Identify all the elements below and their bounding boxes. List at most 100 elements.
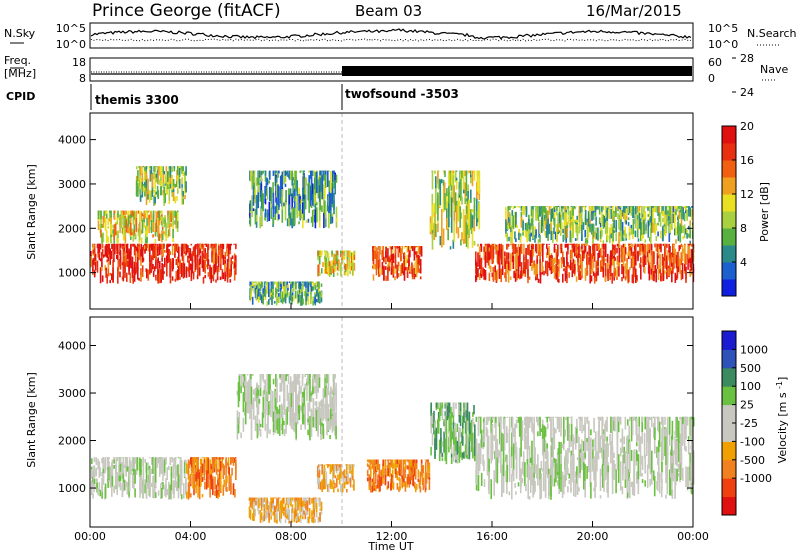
power-cell bbox=[149, 262, 151, 275]
power-cell bbox=[613, 275, 615, 281]
power-cell bbox=[514, 211, 516, 227]
power-cell bbox=[435, 188, 437, 214]
velocity-cell bbox=[437, 402, 439, 409]
power-cell bbox=[664, 206, 667, 215]
power-cell bbox=[477, 252, 479, 267]
power-cell bbox=[274, 214, 277, 220]
velocity-cell bbox=[277, 414, 279, 419]
velocity-cell bbox=[299, 518, 302, 523]
velocity-cell bbox=[349, 466, 351, 474]
power-cell bbox=[484, 251, 487, 268]
velocity-cell bbox=[417, 478, 420, 482]
power-cell bbox=[534, 206, 536, 208]
y-tick-label: 4000 bbox=[58, 134, 86, 147]
velocity-cell bbox=[290, 381, 293, 389]
power-cell bbox=[281, 171, 284, 192]
velocity-cell bbox=[107, 458, 109, 467]
power-cell bbox=[578, 222, 581, 230]
power-cell bbox=[97, 218, 100, 231]
velocity-cell bbox=[414, 464, 416, 477]
power-cell bbox=[261, 171, 263, 176]
power-cell bbox=[138, 246, 140, 260]
power-cell bbox=[284, 170, 287, 183]
velocity-cell bbox=[287, 503, 290, 511]
power-cell bbox=[441, 241, 443, 248]
velocity-cell bbox=[268, 374, 270, 381]
power-cell bbox=[586, 218, 589, 224]
velocity-cell bbox=[443, 419, 445, 423]
power-cell bbox=[333, 192, 335, 215]
velocity-cell bbox=[206, 470, 208, 485]
power-cell bbox=[569, 259, 572, 271]
power-cell bbox=[671, 270, 673, 282]
power-cell bbox=[597, 258, 599, 267]
power-cell bbox=[437, 180, 440, 190]
power-cell bbox=[173, 166, 176, 172]
power-cell bbox=[139, 168, 141, 186]
power-cell bbox=[310, 183, 313, 191]
power-cell bbox=[668, 231, 671, 242]
power-cell bbox=[450, 221, 453, 233]
power-cell bbox=[168, 175, 171, 188]
power-cell bbox=[141, 271, 144, 278]
velocity-cell bbox=[248, 389, 250, 414]
power-cell bbox=[616, 243, 619, 247]
velocity-cell bbox=[315, 512, 318, 518]
velocity-cell bbox=[324, 468, 327, 472]
power-cell bbox=[137, 247, 139, 259]
velocity-cell bbox=[118, 457, 120, 467]
power-cell bbox=[452, 175, 455, 203]
power-cell bbox=[587, 221, 590, 233]
velocity-cell bbox=[252, 516, 254, 521]
power-cell bbox=[406, 254, 409, 260]
power-cell bbox=[563, 260, 565, 268]
power-cell bbox=[90, 256, 92, 268]
velocity-cell bbox=[263, 504, 266, 513]
velocity-cell bbox=[209, 480, 211, 490]
power-cell bbox=[119, 271, 121, 278]
velocity-cell bbox=[384, 459, 386, 464]
power-cell bbox=[464, 182, 467, 199]
power-cell bbox=[556, 232, 558, 242]
velocity-cell bbox=[254, 508, 257, 517]
velocity-cell bbox=[379, 477, 381, 492]
velocity-cell bbox=[313, 509, 315, 518]
power-cell bbox=[508, 236, 510, 242]
velocity-cell bbox=[453, 428, 455, 451]
velocity-cell bbox=[283, 420, 285, 426]
power-cell bbox=[504, 258, 506, 269]
velocity-cell bbox=[438, 439, 441, 462]
velocity-cell bbox=[283, 497, 285, 504]
power-cell bbox=[330, 266, 332, 272]
velocity-cell bbox=[283, 374, 286, 393]
power-cell bbox=[161, 266, 163, 279]
power-cell bbox=[142, 245, 145, 251]
power-cell bbox=[677, 220, 680, 236]
power-cell bbox=[184, 185, 186, 194]
velocity-cell bbox=[243, 377, 246, 386]
power-cell bbox=[310, 283, 312, 290]
power-cell bbox=[147, 269, 150, 281]
power-cell bbox=[301, 289, 303, 298]
power-cell bbox=[625, 215, 628, 220]
power-cell bbox=[229, 273, 232, 278]
velocity-cell bbox=[170, 473, 173, 491]
power-cell bbox=[649, 218, 651, 226]
power-cell bbox=[177, 166, 179, 181]
power-cell bbox=[304, 195, 307, 210]
power-cell bbox=[287, 286, 289, 291]
power-cell bbox=[457, 193, 460, 222]
power-cell bbox=[138, 177, 140, 187]
power-cell bbox=[598, 217, 601, 225]
power-cell bbox=[662, 243, 665, 246]
power-cell bbox=[563, 206, 566, 211]
velocity-cell bbox=[215, 457, 218, 460]
power-cell bbox=[690, 243, 693, 245]
velocity-cell bbox=[144, 481, 146, 494]
velocity-cell bbox=[311, 514, 313, 523]
velocity-cell bbox=[142, 457, 145, 469]
power-cell bbox=[644, 257, 647, 265]
power-cell bbox=[396, 264, 398, 279]
power-cell bbox=[558, 271, 560, 277]
